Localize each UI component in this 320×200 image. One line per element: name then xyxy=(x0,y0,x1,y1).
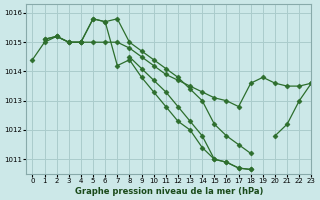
X-axis label: Graphe pression niveau de la mer (hPa): Graphe pression niveau de la mer (hPa) xyxy=(75,187,263,196)
